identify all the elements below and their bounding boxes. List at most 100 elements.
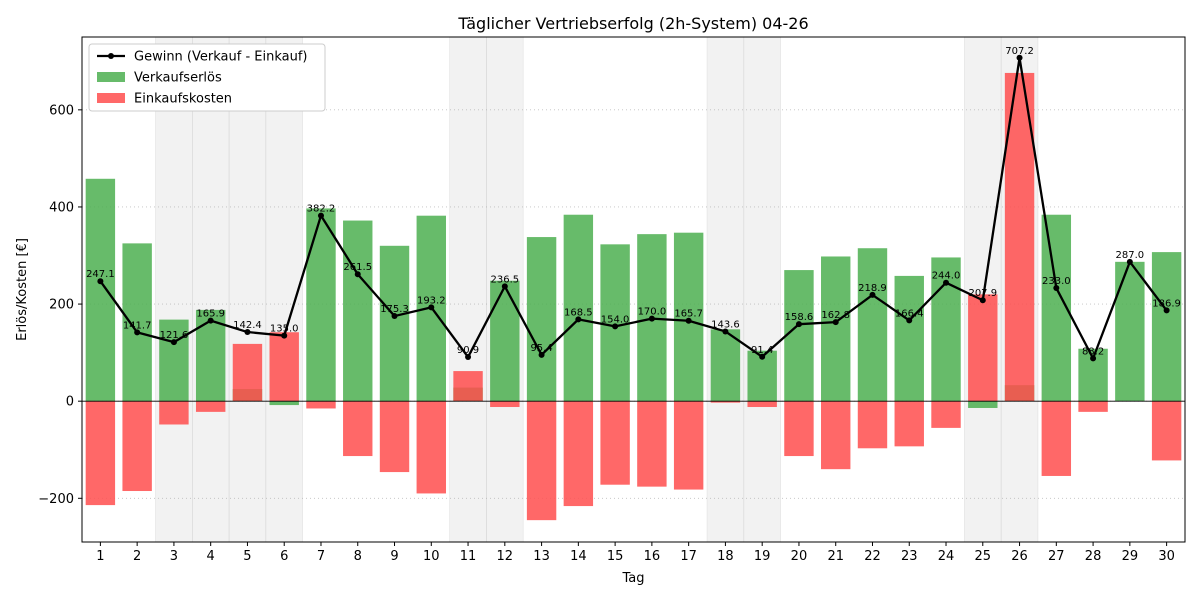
cost-bar-14 xyxy=(563,401,594,507)
profit-point-3 xyxy=(170,339,177,346)
cost-bar-5 xyxy=(232,343,263,402)
profit-label-3: 121.6 xyxy=(160,330,189,341)
profit-polyline xyxy=(99,56,1168,360)
x-tick-label-26: 26 xyxy=(1011,549,1028,564)
x-tick-label-14: 14 xyxy=(570,549,587,564)
sales-bar-20 xyxy=(784,270,814,402)
profit-label-19: 91.4 xyxy=(751,345,773,356)
x-tick-label-3: 3 xyxy=(170,549,178,564)
sales-bar-9 xyxy=(379,245,410,402)
cost-bar-1 xyxy=(85,401,116,506)
x-tick-label-8: 8 xyxy=(354,549,362,564)
profit-point-10 xyxy=(428,304,435,311)
sales-bar-1 xyxy=(85,178,116,402)
y-tick-label-600: 600 xyxy=(49,103,74,118)
y-tick-label-0: 0 xyxy=(66,395,74,410)
sales-bar-15 xyxy=(600,244,630,402)
x-tick-label-17: 17 xyxy=(680,549,697,564)
cost-bar-7 xyxy=(306,401,336,409)
profit-label-14: 168.5 xyxy=(564,307,593,318)
sales-bar-7 xyxy=(306,208,336,402)
y-axis-label: Erlös/Kosten [€] xyxy=(15,238,30,341)
x-tick-label-20: 20 xyxy=(791,549,808,564)
cost-bar-28 xyxy=(1078,401,1108,412)
cost-bar-22 xyxy=(857,401,888,449)
x-tick-label-22: 22 xyxy=(864,549,881,564)
cost-bar-23 xyxy=(894,401,924,447)
profit-point-16 xyxy=(648,315,655,322)
shaded-day-11 xyxy=(449,36,487,543)
sales-bar-25 xyxy=(968,401,998,408)
profit-point-11 xyxy=(465,354,472,361)
profit-point-30 xyxy=(1163,307,1170,314)
legend-label-1: Verkaufserlös xyxy=(134,71,222,86)
x-tick-label-24: 24 xyxy=(938,549,955,564)
cost-bar-21 xyxy=(821,401,851,470)
y-tick-label-400: 400 xyxy=(49,200,74,215)
sales-bar-14 xyxy=(563,214,594,402)
profit-label-18: 143.6 xyxy=(711,319,740,330)
profit-label-4: 165.9 xyxy=(196,309,225,320)
shaded-day-3 xyxy=(155,36,193,543)
cost-bar-11 xyxy=(453,371,483,402)
x-tick-label-13: 13 xyxy=(533,549,550,564)
profit-label-20: 158.6 xyxy=(785,312,814,323)
profit-point-29 xyxy=(1126,258,1133,265)
sales-bar-18 xyxy=(710,329,741,402)
profit-point-24 xyxy=(943,279,950,286)
cost-bar-30 xyxy=(1151,401,1182,461)
plot-frame xyxy=(81,36,1186,543)
profit-label-10: 193.2 xyxy=(417,295,446,306)
legend-label-0: Gewinn (Verkauf - Einkauf) xyxy=(134,50,307,65)
profit-point-9 xyxy=(391,313,398,320)
profit-point-13 xyxy=(538,351,545,358)
profit-label-29: 287.0 xyxy=(1116,250,1145,261)
y-tick-label-200: 200 xyxy=(49,298,74,313)
x-tick-label-2: 2 xyxy=(133,549,141,564)
profit-point-1 xyxy=(97,278,104,285)
cost-bar-2 xyxy=(122,401,152,492)
x-axis-label: Tag xyxy=(621,571,644,586)
cost-bar-10 xyxy=(416,401,446,494)
shaded-day-6 xyxy=(265,36,303,543)
legend-bar-swatch-1 xyxy=(97,72,125,82)
profit-point-4 xyxy=(207,317,214,324)
legend-bar-swatch-2 xyxy=(97,93,125,103)
profit-point-6 xyxy=(281,332,288,339)
profit-label-2: 141.7 xyxy=(123,320,152,331)
cost-bar-15 xyxy=(600,401,630,485)
profit-label-1: 247.1 xyxy=(86,269,115,280)
profit-point-25 xyxy=(979,297,986,304)
profit-label-28: 88.2 xyxy=(1082,346,1104,357)
x-tick-label-11: 11 xyxy=(460,549,477,564)
sales-bar-22 xyxy=(857,248,888,402)
profit-label-22: 218.9 xyxy=(858,283,887,294)
weekend-shading xyxy=(155,36,1039,543)
x-tick-label-25: 25 xyxy=(975,549,992,564)
profit-label-12: 236.5 xyxy=(490,274,519,285)
legend: Gewinn (Verkauf - Einkauf) Verkaufserlös E… xyxy=(88,43,326,112)
profit-label-6: 135.0 xyxy=(270,324,299,335)
x-tick-label-23: 23 xyxy=(901,549,918,564)
profit-point-7 xyxy=(317,212,324,219)
legend-label-2: Einkaufskosten xyxy=(134,92,232,107)
cost-bar-17 xyxy=(673,401,704,490)
x-tick-label-27: 27 xyxy=(1048,549,1065,564)
profit-line xyxy=(97,54,1170,362)
legend-line-marker xyxy=(108,53,114,59)
profit-label-11: 90.9 xyxy=(457,345,479,356)
sales-bar-3 xyxy=(159,319,189,402)
x-tick-label-15: 15 xyxy=(607,549,624,564)
x-tick-label-10: 10 xyxy=(423,549,440,564)
legend-box xyxy=(88,43,326,112)
sales-bar-29 xyxy=(1115,261,1145,402)
sales-bar-17 xyxy=(673,232,704,402)
profit-label-13: 95.4 xyxy=(530,343,552,354)
cost-bar-8 xyxy=(343,401,373,457)
x-tick-label-5: 5 xyxy=(243,549,251,564)
profit-point-19 xyxy=(759,353,766,360)
sales-bar-21 xyxy=(821,256,851,402)
cost-bar-16 xyxy=(637,401,667,487)
profit-label-26: 707.2 xyxy=(1005,46,1034,57)
profit-label-15: 154.0 xyxy=(601,314,630,325)
